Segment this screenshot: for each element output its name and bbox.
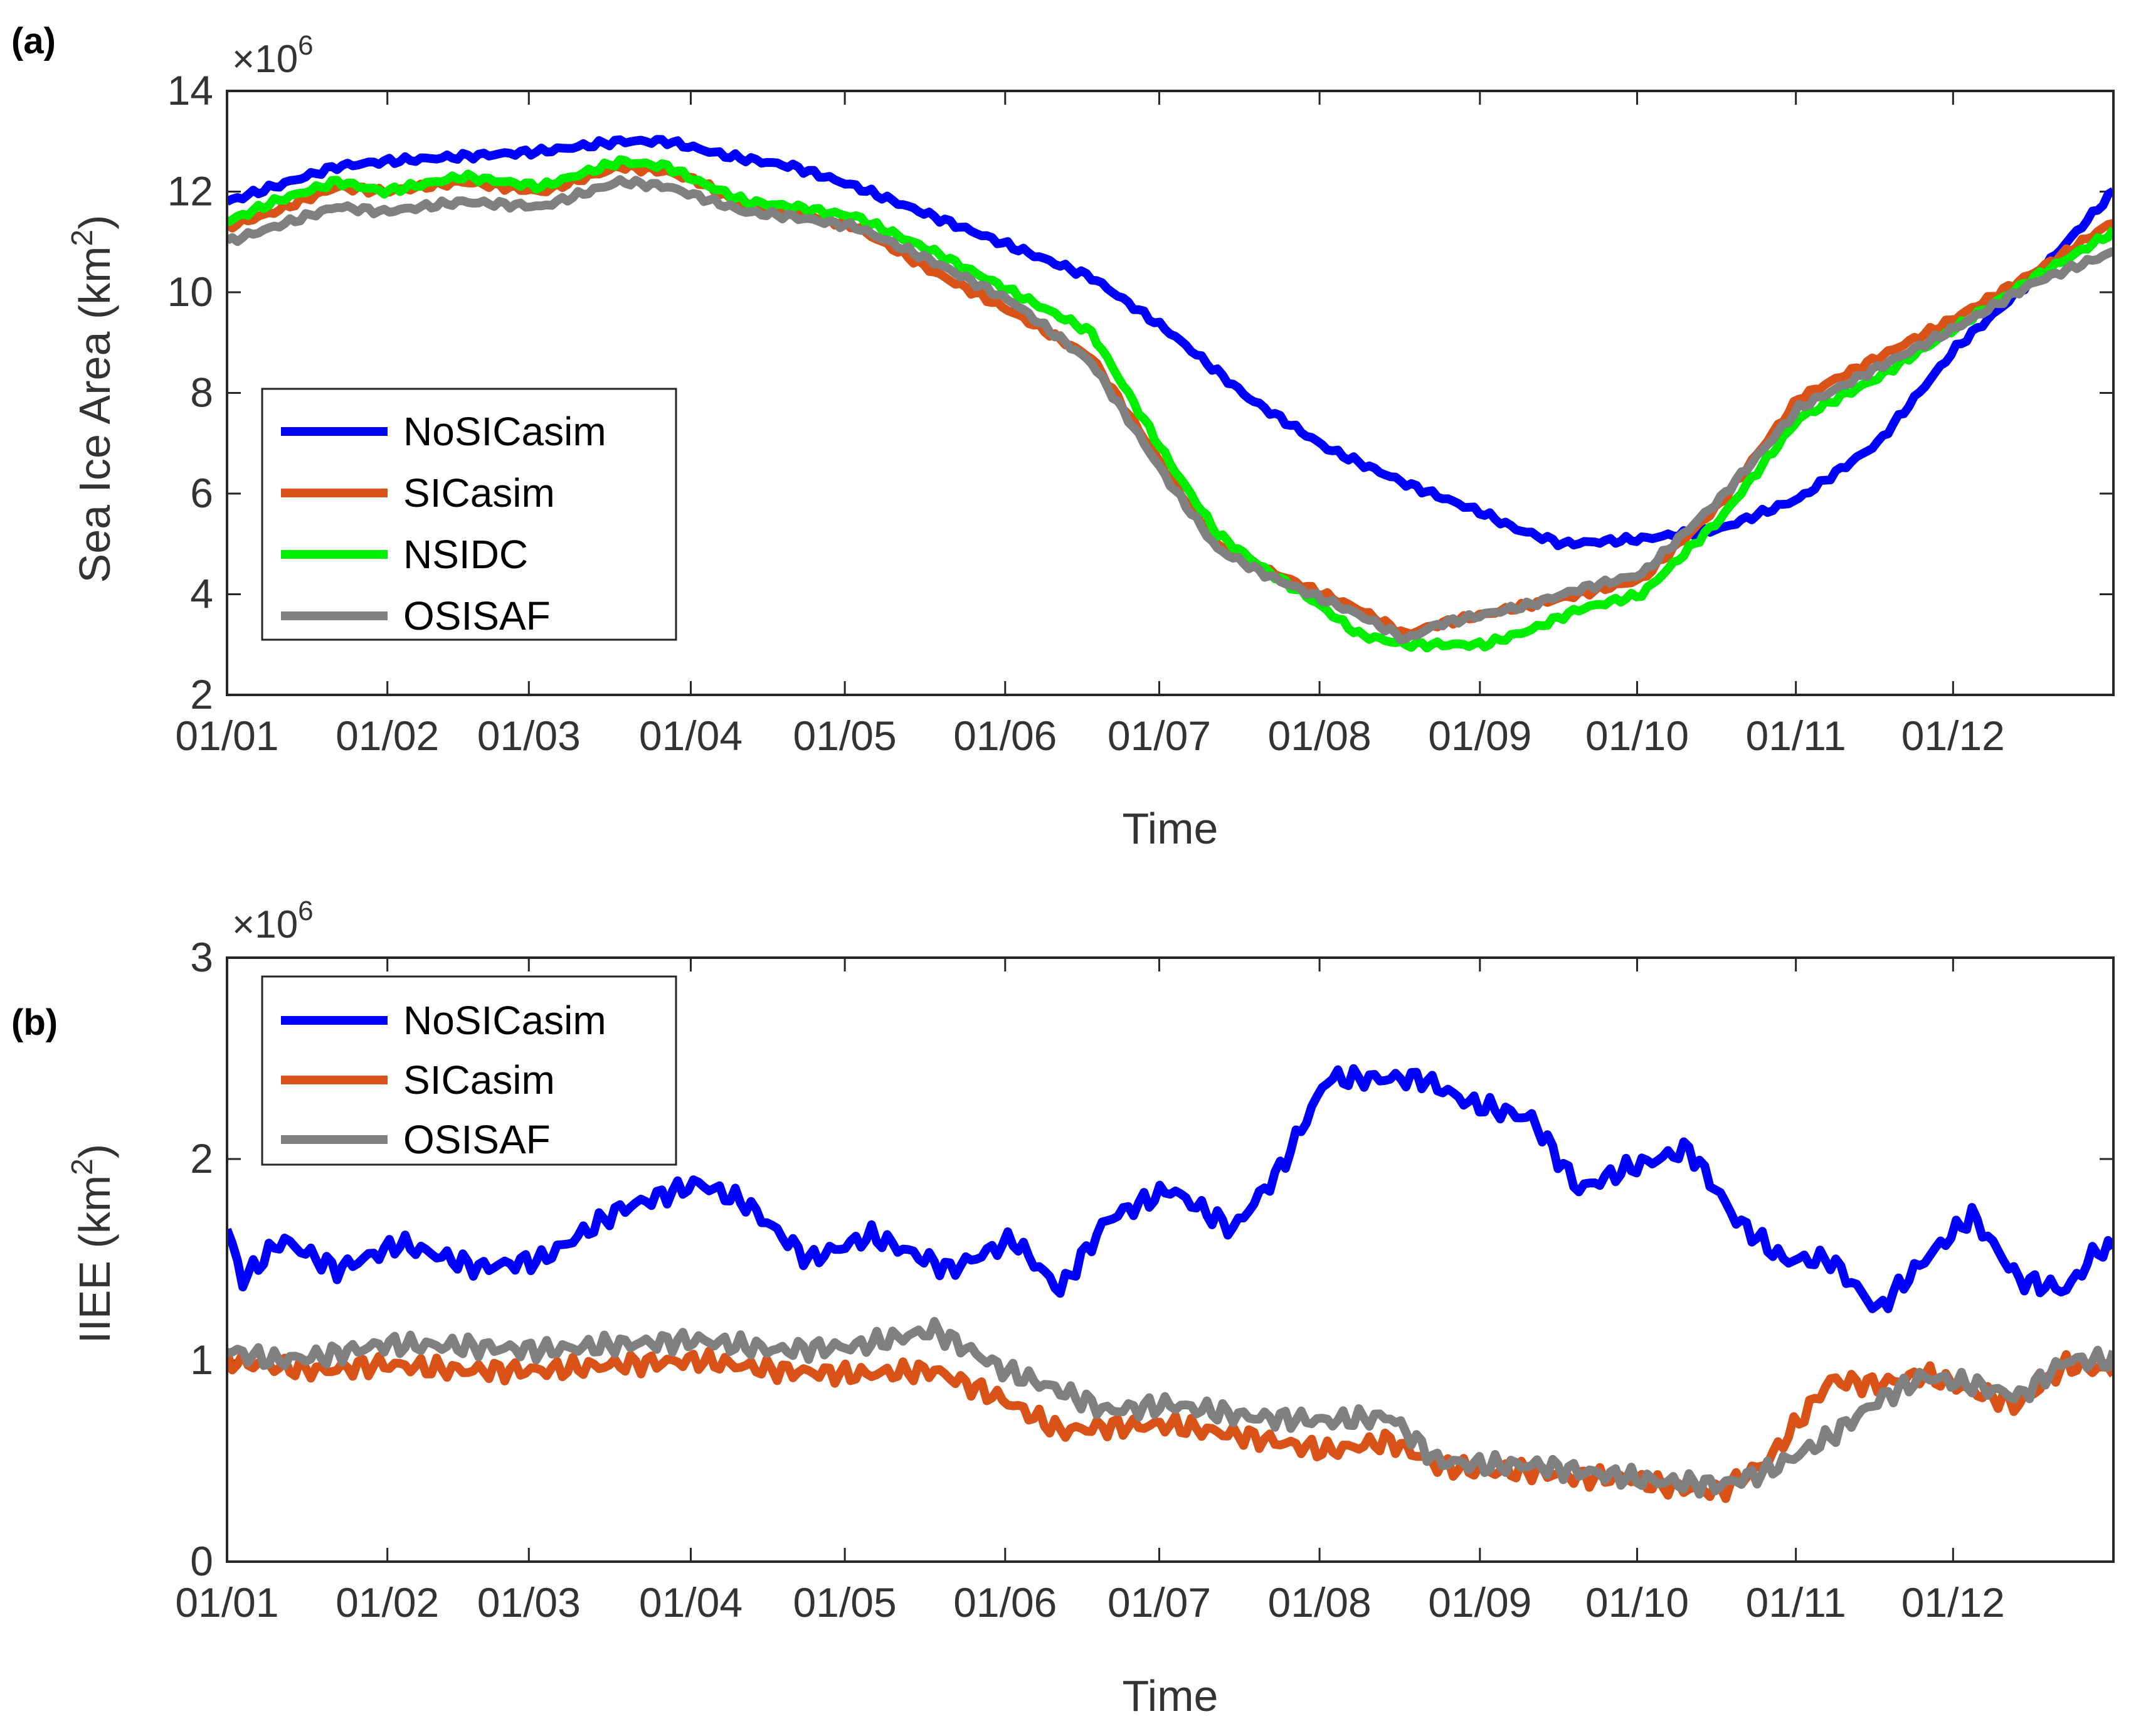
legend-label-nosicasim: NoSICasim: [403, 998, 606, 1043]
panel-a: (a) ×106 Sea Ice Area (km2) Time 2468101…: [11, 21, 2115, 853]
y-tick-label: 2: [190, 671, 213, 717]
panel-a-y-tick-labels: 2 4 6 8 10 12 14: [167, 67, 213, 717]
panel-b-axes-box: [226, 956, 2115, 1563]
legend-label-nsidc: NSIDC: [403, 532, 528, 577]
panel-a-axes-box: [226, 90, 2115, 696]
panel-a-y-axis-label: Sea Ice Area (km2): [66, 215, 119, 583]
y-tick-label: 6: [190, 470, 213, 516]
x-tick-label: 01/11: [1746, 1579, 1846, 1626]
x-tick-label: 01/06: [953, 712, 1057, 759]
legend-label-sicasim: SICasim: [403, 470, 555, 516]
panel-a-x-axis-label: Time: [1123, 804, 1219, 853]
panel-b-series: [227, 1064, 2113, 1503]
panel-b-multiplier-exp: 6: [298, 896, 313, 926]
x-tick-label: 01/07: [1108, 1579, 1211, 1626]
x-tick-label: 01/12: [1901, 712, 2005, 759]
series-line-osisaf: [227, 175, 2113, 645]
x-tick-label: 01/09: [1428, 712, 1531, 759]
x-tick-label: 01/03: [477, 712, 581, 759]
panel-a-legend: NoSICasim SICasim NSIDC OSISAF: [261, 388, 677, 641]
panel-b-multiplier-base: ×10: [232, 903, 298, 946]
x-tick-label: 01/05: [793, 712, 897, 759]
series-line-nosicasim: [227, 135, 2113, 551]
panel-a-y-axis-label-close: ): [70, 215, 119, 230]
panel-a-x-tick-labels: 01/01 01/02 01/03 01/04 01/05 01/06 01/07 01/08…: [175, 712, 2004, 759]
y-tick-label: 12: [167, 168, 213, 214]
y-tick-label: 3: [190, 934, 213, 980]
panel-a-multiplier-base: ×10: [232, 38, 298, 81]
panel-a-label: (a): [11, 21, 56, 61]
panel-b-legend: NoSICasim SICasim OSISAF: [261, 975, 677, 1166]
series-line-sicasim: [227, 1347, 2113, 1503]
x-tick-label: 01/09: [1428, 1579, 1531, 1626]
legend-label-osisaf: OSISAF: [403, 1117, 551, 1162]
panel-a-y-axis-label-sup: 2: [66, 230, 99, 246]
x-tick-label: 01/11: [1746, 712, 1846, 759]
y-tick-label: 14: [167, 67, 213, 114]
x-tick-label: 01/02: [336, 712, 439, 759]
panel-a-multiplier: ×106: [232, 30, 314, 81]
legend-label-sicasim: SICasim: [403, 1057, 555, 1103]
panel-b-y-axis-label-close: ): [70, 1144, 119, 1158]
x-tick-label: 01/04: [639, 1579, 743, 1626]
y-tick-label: 1: [190, 1336, 213, 1383]
series-line-osisaf: [227, 1316, 2113, 1499]
y-tick-label: 10: [167, 268, 213, 315]
y-tick-label: 0: [190, 1538, 213, 1584]
x-tick-label: 01/08: [1268, 712, 1372, 759]
panel-b-y-axis-label-main: IIEE (km: [70, 1175, 119, 1343]
x-tick-label: 01/08: [1268, 1579, 1372, 1626]
x-tick-label: 01/02: [336, 1579, 439, 1626]
panel-b-y-tick-labels: 0 1 2 3: [190, 934, 213, 1584]
panel-a-y-axis-label-main: Sea Ice Area (km: [70, 246, 119, 583]
panel-b-y-axis-label: IIEE (km2): [66, 1144, 119, 1343]
panel-b-label: (b): [11, 1002, 58, 1043]
x-tick-label: 01/01: [175, 1579, 278, 1626]
panel-b-x-tick-labels: 01/01 01/02 01/03 01/04 01/05 01/06 01/07 01/08…: [175, 1579, 2004, 1626]
x-tick-label: 01/07: [1108, 712, 1211, 759]
panel-b-x-axis-label: Time: [1123, 1671, 1219, 1720]
y-tick-label: 2: [190, 1135, 213, 1182]
x-tick-label: 01/06: [953, 1579, 1057, 1626]
x-tick-label: 01/05: [793, 1579, 897, 1626]
series-line-nsidc: [227, 155, 2113, 653]
panel-b-y-axis-label-sup: 2: [66, 1158, 99, 1175]
legend-label-nosicasim: NoSICasim: [403, 409, 606, 454]
x-tick-label: 01/01: [175, 712, 278, 759]
x-tick-label: 01/03: [477, 1579, 581, 1626]
x-tick-label: 01/10: [1585, 1579, 1689, 1626]
panel-a-series: [227, 135, 2113, 653]
legend-box: [261, 975, 677, 1166]
x-tick-label: 01/04: [639, 712, 743, 759]
y-tick-label: 4: [190, 571, 213, 617]
x-tick-label: 01/10: [1585, 712, 1689, 759]
panel-a-multiplier-exp: 6: [298, 30, 313, 61]
x-tick-label: 01/12: [1901, 1579, 2005, 1626]
series-line-nosicasim: [227, 1064, 2113, 1313]
y-tick-label: 8: [190, 369, 213, 416]
legend-label-osisaf: OSISAF: [403, 593, 551, 638]
panel-b-multiplier: ×106: [232, 896, 314, 946]
